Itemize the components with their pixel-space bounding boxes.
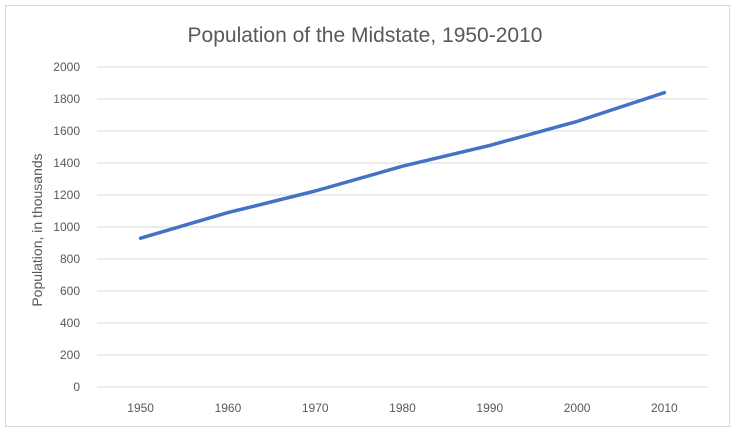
y-axis-title: Population, in thousands [29,153,45,306]
y-tick-label: 800 [60,252,80,266]
y-tick-label: 1800 [53,92,80,106]
chart-frame [5,5,730,427]
x-tick-label: 2010 [651,401,678,415]
gridlines [97,66,708,388]
x-tick-label: 1980 [389,401,416,415]
y-tick-label: 400 [60,316,80,330]
series-group [138,90,667,240]
y-tick-label: 1200 [53,188,80,202]
x-tick-label: 1970 [302,401,329,415]
y-tick-label: 1400 [53,156,80,170]
y-tick-label: 1600 [53,124,80,138]
chart-title: Population of the Midstate, 1950-2010 [188,24,543,47]
y-tick-label: 0 [73,380,80,394]
x-tick-label: 1960 [215,401,242,415]
y-tick-label: 200 [60,348,80,362]
x-axis-tick-labels: 1950 1960 1970 1980 1990 2000 2010 [127,401,678,415]
y-tick-label: 2000 [53,60,80,74]
y-tick-label: 1000 [53,220,80,234]
series-line-0 [138,90,667,240]
x-tick-label: 1950 [127,401,154,415]
y-axis-tick-labels: 0 200 400 600 800 1000 1200 1400 1600 1800 2000 [53,60,80,394]
x-tick-label: 1990 [476,401,503,415]
y-tick-label: 600 [60,284,80,298]
x-tick-label: 2000 [564,401,591,415]
